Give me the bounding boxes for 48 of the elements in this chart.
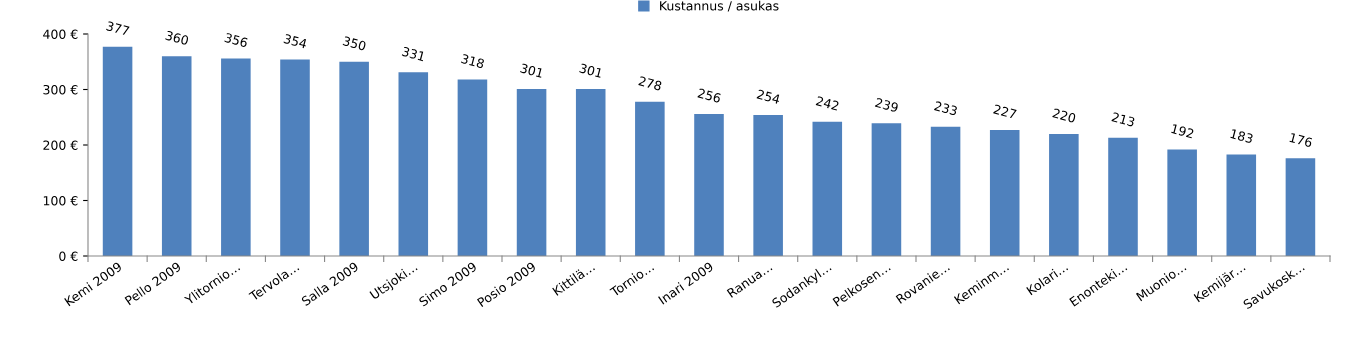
bar <box>1226 154 1257 256</box>
data-label: 220 <box>1052 108 1077 124</box>
bar <box>1049 133 1079 256</box>
y-tick-label: 300 € <box>43 84 78 95</box>
bar <box>694 113 724 256</box>
data-label: 176 <box>1289 132 1313 148</box>
data-label: 360 <box>165 30 189 46</box>
data-label: 254 <box>756 89 781 105</box>
y-tick-label: 200 € <box>43 140 78 150</box>
bar <box>871 123 902 256</box>
bar <box>457 79 488 256</box>
bar <box>812 121 843 256</box>
y-tick-label: 0 € <box>59 251 78 261</box>
bar <box>989 130 1020 256</box>
data-label: 192 <box>1171 123 1194 139</box>
data-label: 331 <box>401 46 426 62</box>
data-label: 227 <box>993 104 1017 119</box>
y-tick-label: 100 € <box>43 195 78 206</box>
bar <box>635 101 665 256</box>
data-label: 350 <box>342 36 367 51</box>
data-label: 213 <box>1111 112 1136 127</box>
bar <box>516 88 547 256</box>
data-label: 301 <box>520 63 544 78</box>
data-label: 377 <box>106 21 130 36</box>
bar <box>398 72 429 256</box>
bar <box>930 126 961 256</box>
data-label: 233 <box>933 100 958 116</box>
bar <box>575 88 606 256</box>
bar <box>1167 149 1197 256</box>
bar <box>102 46 133 256</box>
data-label: 278 <box>638 75 663 91</box>
bar <box>221 58 251 256</box>
bar <box>161 56 192 256</box>
bar <box>1108 137 1138 256</box>
data-label: 239 <box>874 97 899 113</box>
y-tick-label: 400 € <box>43 29 78 39</box>
data-label: 242 <box>815 95 840 111</box>
data-label: 356 <box>224 32 249 48</box>
bar <box>1285 158 1316 256</box>
bar <box>280 59 310 256</box>
data-label: 183 <box>1230 128 1254 144</box>
data-label: 301 <box>579 63 603 78</box>
legend-label: Kustannus / asukas <box>660 0 779 12</box>
data-label: 354 <box>283 33 308 49</box>
bar <box>753 115 783 256</box>
data-label: 318 <box>460 53 485 69</box>
data-label: 256 <box>697 88 722 104</box>
bar <box>339 61 369 256</box>
